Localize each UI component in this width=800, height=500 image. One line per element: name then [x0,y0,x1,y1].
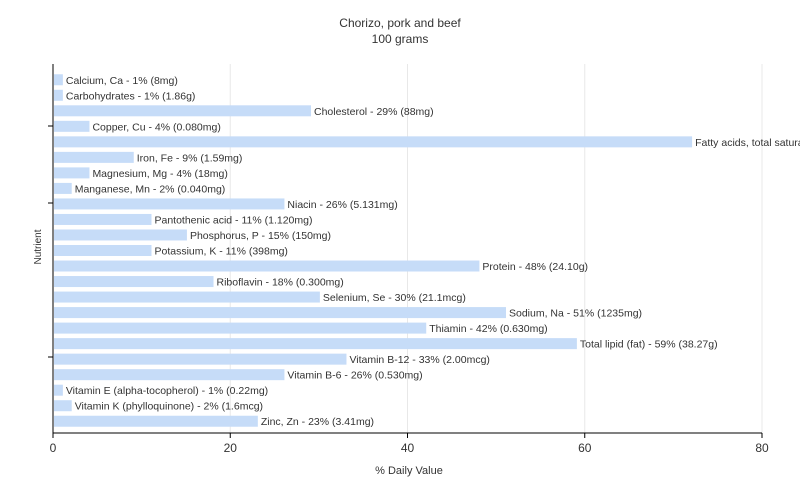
x-tick-label: 60 [578,441,592,455]
bar-label: Manganese, Mn - 2% (0.040mg) [75,183,226,195]
bar-label: Magnesium, Mg - 4% (18mg) [92,168,227,180]
bar-label: Riboflavin - 18% (0.300mg) [217,277,344,289]
bar [54,167,90,179]
bar-label: Vitamin E (alpha-tocopherol) - 1% (0.22m… [66,385,268,397]
x-tick-label: 20 [224,441,238,455]
bar-label: Vitamin B-12 - 33% (2.00mcg) [349,354,489,366]
bar [54,291,320,303]
bar-label: Vitamin B-6 - 26% (0.530mg) [287,370,422,382]
bar [54,276,214,288]
bar-label: Protein - 48% (24.10g) [482,261,588,273]
bar-label: Carbohydrates - 1% (1.86g) [66,90,196,102]
bar-label: Cholesterol - 29% (88mg) [314,106,434,118]
bar [54,245,152,256]
bar [54,229,187,241]
bar [54,322,427,334]
bar-label: Sodium, Na - 51% (1235mg) [509,308,642,320]
bar [54,260,480,272]
x-tick-label: 0 [50,441,57,455]
chart-title: Chorizo, pork and beef [339,16,461,30]
bar-label: Potassium, K - 11% (398mg) [154,246,287,258]
bar [54,89,63,101]
bar [54,415,258,427]
bar [54,136,693,148]
bar [54,74,63,86]
bar [54,198,285,210]
x-tick-label: 80 [755,441,769,455]
bar-label: Copper, Cu - 4% (0.080mg) [92,121,220,133]
bar [54,120,90,132]
bar [54,182,72,194]
bar [54,384,63,396]
bar-label: Zinc, Zn - 23% (3.41mg) [261,416,374,428]
bar-label: Fatty acids, total saturated - 72% (14.3… [695,137,800,149]
bar-label: Calcium, Ca - 1% (8mg) [66,75,178,87]
bar [54,400,72,412]
bar [54,213,152,225]
x-tick-label: 40 [401,441,415,455]
bar [54,307,506,319]
bar-label: Vitamin K (phylloquinone) - 2% (1.6mcg) [75,401,263,413]
bar-label: Phosphorus, P - 15% (150mg) [190,230,331,242]
chart-subtitle: 100 grams [371,32,429,46]
bar-label: Thiamin - 42% (0.630mg) [429,323,547,335]
bar-label: Total lipid (fat) - 59% (38.27g) [580,339,718,351]
bar-label: Iron, Fe - 9% (1.59mg) [137,152,243,164]
bar-label: Selenium, Se - 30% (21.1mcg) [323,292,466,304]
bar-label: Pantothenic acid - 11% (1.120mg) [154,214,312,226]
bar [54,338,577,350]
bar [54,105,312,117]
y-axis-label: Nutrient [33,229,44,265]
bar [54,369,285,381]
x-axis-label: % Daily Value [375,465,443,477]
bar-label: Niacin - 26% (5.131mg) [287,199,397,211]
bar [54,353,347,365]
bar [54,151,134,163]
